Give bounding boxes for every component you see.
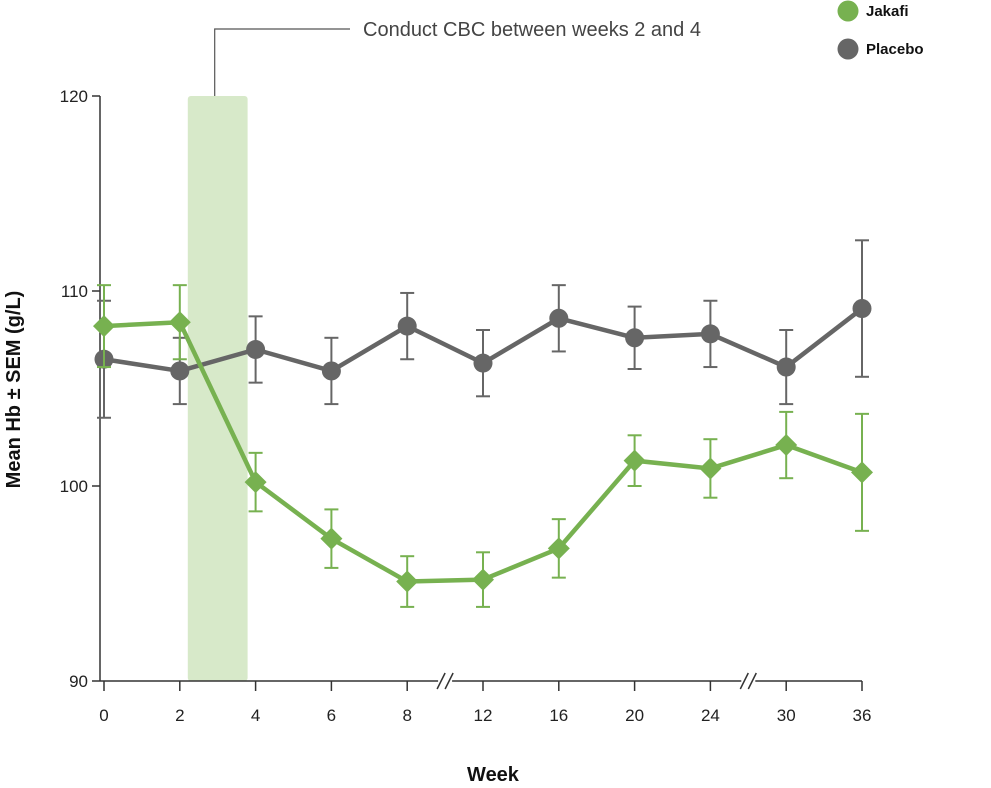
legend-jakafi-swatch [837,0,859,22]
placebo-point [246,340,266,359]
placebo-point [397,316,417,336]
axis-break-slash [739,672,749,690]
x-tick-label: 2 [175,706,184,725]
jakafi-point [244,471,267,494]
jakafi-point [623,449,646,472]
x-tick-label: 12 [474,706,493,725]
placebo-point [776,357,796,377]
jakafi-point [699,457,722,480]
jakafi-point [168,311,191,334]
jakafi-point [320,527,343,550]
y-tick-label: 120 [60,87,88,106]
y-tick-label: 90 [69,672,88,691]
axis-break-gap [741,673,756,689]
placebo-point [852,299,872,319]
placebo-point [549,308,569,328]
x-axis-title: Week [467,764,520,786]
jakafi-point [93,315,115,338]
axis-break-slash [747,672,757,690]
x-tick-label: 36 [853,706,872,725]
placebo-point [473,353,493,373]
series-jakafi [93,284,873,608]
placebo-point [321,361,341,381]
placebo-point [170,361,190,381]
x-tick-label: 30 [777,706,796,725]
annotation-text: Conduct CBC between weeks 2 and 4 [363,19,701,41]
jakafi-point [472,568,494,591]
axis-break-slash [444,672,454,690]
axis-break-slash [436,672,446,690]
x-tick-label: 0 [99,706,108,725]
legend-placebo-label: Placebo [866,41,924,58]
legend-jakafi-label: Jakafi [866,3,909,20]
placebo-point [700,324,720,344]
y-tick-label: 110 [61,282,88,301]
axis-break-gap [438,673,453,689]
x-tick-label: 8 [402,706,411,725]
y-axis-title: Mean Hb ± SEM (g/L) [3,291,25,489]
x-tick-label: 4 [251,706,260,725]
x-tick-label: 16 [549,706,568,725]
placebo-point [625,328,645,348]
series-placebo [94,239,872,419]
jakafi-point [547,537,570,560]
x-tick-label: 24 [701,706,720,725]
annotation-leader-line [214,28,350,96]
y-tick-label: 100 [60,477,88,496]
x-tick-label: 20 [625,706,644,725]
jakafi-point [396,570,419,593]
cbc-window-band [187,96,248,681]
x-tick-label: 6 [327,706,336,725]
jakafi-point [775,434,798,457]
jakafi-point [851,461,873,484]
legend-placebo-swatch [837,38,859,60]
